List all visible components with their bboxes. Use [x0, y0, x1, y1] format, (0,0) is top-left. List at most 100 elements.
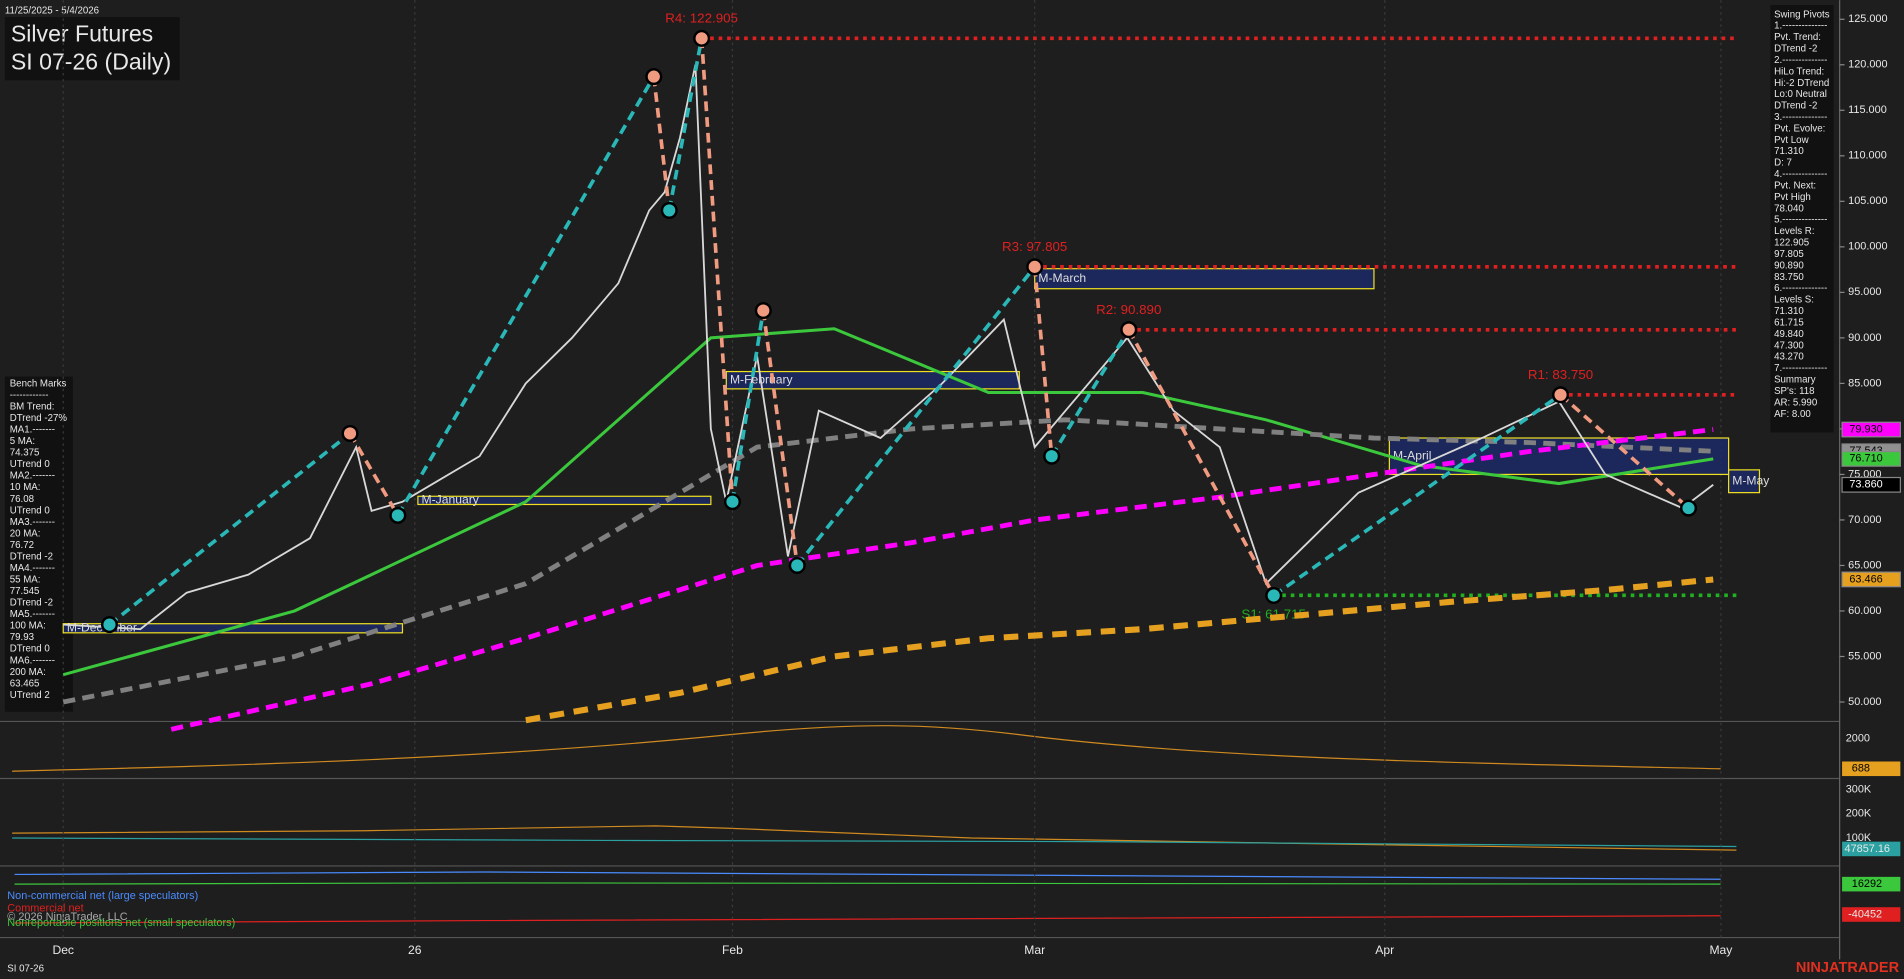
vol-last: 47857.16: [1845, 843, 1891, 855]
chart-subtitle: SI 07-26 (Daily): [11, 48, 171, 74]
swing-pivots-line: D: 7: [1774, 158, 1792, 169]
last-value-label: 63.466: [1849, 573, 1882, 585]
level-label: R2: 90.890: [1096, 302, 1161, 317]
last-value-box: [1841, 450, 1901, 467]
y-tick-label: 50.000: [1848, 696, 1881, 708]
swing-pivots-line: 2.--------------: [1774, 55, 1827, 66]
date-range: 11/25/2025 - 5/4/2026: [5, 6, 99, 17]
last-value-label: 73.860: [1849, 479, 1882, 491]
bench-marks-line: 10 MA:: [10, 482, 41, 493]
last-value-box: [1841, 476, 1901, 493]
swing-line: [699, 38, 735, 502]
cot-last-box: [1842, 907, 1901, 922]
pivot-marker: [645, 68, 663, 86]
legend-entry: Commercial net: [7, 902, 83, 914]
x-tick-label: 26: [408, 943, 422, 957]
swing-pivots-line: 83.750: [1774, 272, 1804, 283]
cot-commercial: [14, 915, 1721, 924]
cot-small: [14, 882, 1721, 885]
ma-line: [170, 427, 1714, 732]
last-value-box: [1841, 421, 1901, 438]
copyright: © 2026 NinjaTrader, LLC: [7, 911, 128, 923]
swing-pivots-line: 47.300: [1774, 340, 1804, 351]
swing-line: [795, 265, 1037, 567]
oscillator-line: [12, 725, 1721, 772]
bench-marks-line: 76.08: [10, 494, 34, 505]
zone: [1728, 469, 1761, 494]
swing-pivots-line: 6.--------------: [1774, 283, 1827, 294]
bench-marks-line: MA5.-------: [10, 609, 55, 620]
instrument: SI 07-26: [7, 964, 44, 975]
swing-line: [1559, 393, 1690, 510]
pivot-marker: [1026, 258, 1044, 276]
swing-line: [1272, 393, 1562, 597]
zone-label: M-January: [422, 493, 480, 507]
vol-tick: 200K: [1846, 808, 1872, 820]
osc-last: 688: [1852, 763, 1870, 775]
swing-pivots-line: 4.--------------: [1774, 169, 1827, 180]
bench-marks-box: [4, 376, 73, 712]
y-tick-label: 115.000: [1848, 104, 1887, 116]
level-label: R1: 83.750: [1528, 367, 1593, 382]
swing-line: [396, 75, 656, 517]
ma-line: [62, 327, 1714, 677]
swing-pivots-line: Pvt Low: [1774, 135, 1810, 146]
x-tick-label: May: [1709, 943, 1733, 957]
y-tick-label: 65.000: [1848, 559, 1881, 571]
pivot-marker: [1552, 386, 1570, 404]
pivot-marker: [788, 556, 806, 574]
last-value-label: 76.710: [1849, 453, 1882, 465]
pivot-marker: [660, 201, 678, 219]
x-tick-label: Mar: [1024, 943, 1045, 957]
level-label: R4: 122.905: [665, 10, 738, 25]
y-tick-label: 90.000: [1848, 332, 1881, 344]
pivot-marker: [1043, 447, 1061, 465]
osc-tick: 2000: [1846, 732, 1870, 744]
x-tick-label: Dec: [52, 943, 74, 957]
bench-marks-line: MA6.-------: [10, 655, 55, 666]
bench-marks-line: MA1.-------: [10, 425, 55, 436]
bench-marks-line: 200 MA:: [10, 667, 46, 678]
bench-marks-line: DTrend -2: [10, 551, 53, 562]
pivot-marker: [1680, 499, 1698, 517]
pivot-marker: [100, 616, 118, 634]
swing-line: [730, 310, 766, 503]
bench-marks-line: Bench Marks: [10, 378, 67, 389]
bench-marks-line: 76.72: [10, 540, 34, 551]
y-tick-label: 110.000: [1848, 150, 1887, 162]
pivot-marker: [341, 424, 359, 442]
swing-pivots-line: AF: 8.00: [1774, 409, 1811, 420]
swing-pivots-line: 1.--------------: [1774, 21, 1827, 32]
y-tick-label: 125.000: [1848, 13, 1887, 25]
zone: [417, 495, 712, 506]
swing-pivots-line: 71.310: [1774, 146, 1804, 157]
swing-line: [348, 432, 400, 517]
swing-pivots-box: [1770, 5, 1834, 433]
last-value-label: 79.930: [1849, 423, 1882, 435]
x-tick-label: Apr: [1375, 943, 1394, 957]
pivot-marker: [389, 506, 407, 524]
y-tick-label: 105.000: [1848, 195, 1887, 207]
swing-pivots-line: DTrend -2: [1774, 101, 1817, 112]
swing-pivots-line: Pvt. Evolve:: [1774, 123, 1825, 134]
brand: NINJATRADER: [1796, 960, 1900, 976]
swing-line: [1127, 328, 1276, 597]
bench-marks-line: MA4.-------: [10, 563, 55, 574]
vol-last-box: [1842, 841, 1901, 857]
bench-marks-line: 79.93: [10, 632, 34, 643]
swing-pivots-line: 90.890: [1774, 260, 1804, 271]
swing-pivots-line: Pvt High: [1774, 192, 1811, 203]
bench-marks-line: MA2.-------: [10, 471, 55, 482]
swing-pivots-line: Levels S:: [1774, 295, 1814, 306]
swing-pivots-line: 97.805: [1774, 249, 1804, 260]
pivot-marker: [723, 493, 741, 511]
bench-marks-line: UTrend 2: [10, 690, 50, 701]
ma-line: [62, 417, 1714, 705]
swing-pivots-line: Summary: [1774, 375, 1816, 386]
swing-pivots-line: 7.--------------: [1774, 363, 1827, 374]
level-label: R3: 97.805: [1002, 239, 1067, 254]
pivot-marker: [1120, 321, 1138, 339]
swing-pivots-line: Pvt. Next:: [1774, 180, 1816, 191]
bench-marks-line: 55 MA:: [10, 575, 41, 586]
